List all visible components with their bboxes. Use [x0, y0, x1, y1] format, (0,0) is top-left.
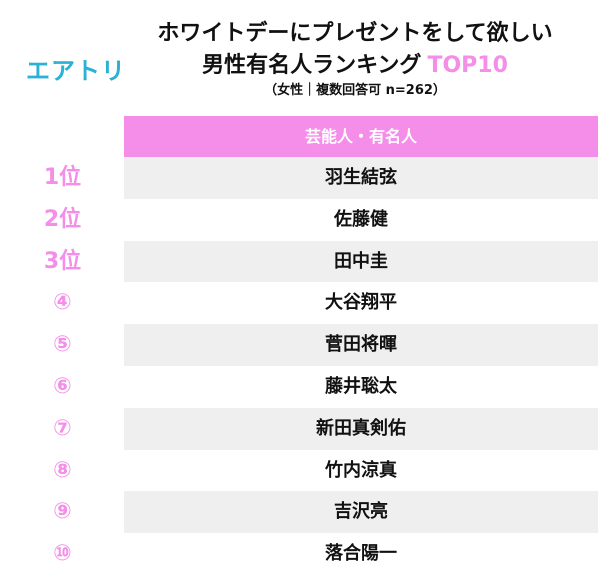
celebrity-name: 落合陽一 — [325, 543, 397, 565]
title-block: ホワイトデーにプレゼントをして欲しい 男性有名人ランキング TOP10 （女性｜複… — [120, 18, 590, 100]
celebrity-name: 田中圭 — [124, 240, 598, 283]
rank-label: 2位 — [43, 206, 82, 232]
table-row: 3位 田中圭 — [0, 240, 600, 283]
celebrity-name: 大谷翔平 — [325, 292, 397, 314]
title-line-2: 男性有名人ランキング TOP10 — [120, 50, 590, 82]
celebrity-name: 吉沢亮 — [124, 491, 598, 534]
celebrity-name: 藤井聡太 — [325, 375, 397, 397]
table-row: ⑤ 菅田将暉 — [0, 324, 600, 366]
table-row: ⑧ 竹内涼真 — [0, 450, 600, 492]
rank-label: 1位 — [43, 165, 82, 190]
rank-label: ⑩ — [53, 541, 72, 567]
celebrity-name: 佐藤健 — [334, 208, 388, 230]
table-row: 1位 羽生結弦 — [0, 157, 600, 199]
rank-label: ⑤ — [53, 332, 72, 358]
table-header-cell: 芸能人・有名人 — [124, 116, 598, 157]
celebrity-name: 竹内涼真 — [325, 459, 397, 481]
ranking-table: 芸能人・有名人 1位 羽生結弦 2位 佐藤健 3位 田中圭 ④ 大谷翔平 ⑤ 菅… — [0, 116, 600, 575]
rank-label: ⑧ — [53, 457, 72, 483]
table-row: ⑨ 吉沢亮 — [0, 491, 600, 534]
table-header-row: 芸能人・有名人 — [0, 116, 600, 157]
rank-label: ⑨ — [53, 499, 72, 525]
subtitle: （女性｜複数回答可 n=262） — [264, 83, 446, 98]
rank-label: ④ — [53, 290, 72, 316]
table-row: ⑩ 落合陽一 — [0, 533, 600, 575]
rank-label: ⑥ — [53, 373, 72, 399]
table-row: ⑦ 新田真剣佑 — [0, 407, 600, 450]
table-row: ④ 大谷翔平 — [0, 282, 600, 324]
logo: エアトリ — [26, 57, 126, 85]
table-row: ⑥ 藤井聡太 — [0, 366, 600, 408]
celebrity-name: 羽生結弦 — [124, 157, 598, 199]
celebrity-name: 新田真剣佑 — [124, 407, 598, 450]
rank-label: 3位 — [43, 248, 82, 274]
title-accent: TOP10 — [427, 53, 508, 78]
rank-label: ⑦ — [53, 415, 72, 441]
celebrity-name: 菅田将暉 — [124, 324, 598, 366]
title-line-1: ホワイトデーにプレゼントをして欲しい — [157, 21, 553, 46]
table-row: 2位 佐藤健 — [0, 199, 600, 241]
title-main: 男性有名人ランキング — [202, 53, 422, 78]
